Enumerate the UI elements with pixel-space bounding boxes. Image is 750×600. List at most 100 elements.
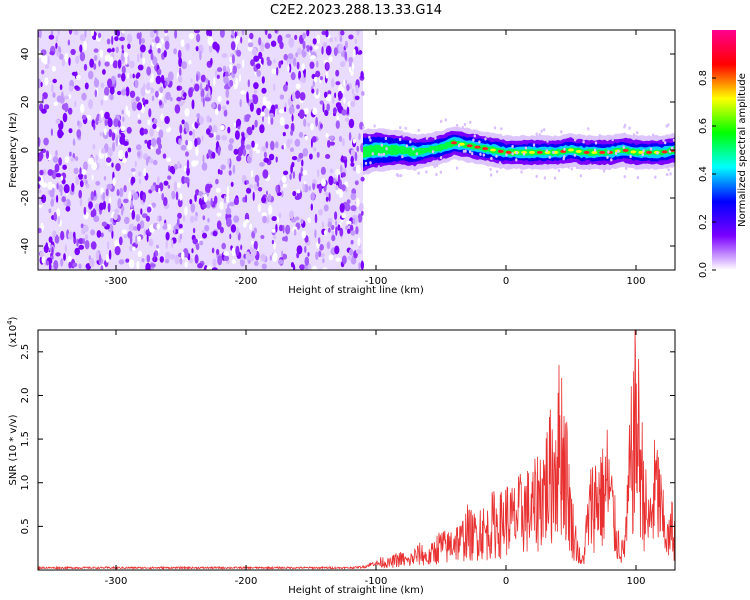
signal-peak-mark [646,150,652,154]
noise-speckle [80,223,84,229]
noise-speckle [150,185,156,192]
noise-speckle [60,230,65,241]
signal-speckle [455,128,459,132]
noise-speckle [135,235,138,245]
noise-speckle [350,100,356,108]
signal-peak-mark [451,141,457,145]
noise-speckle [55,35,59,43]
signal-speckle [462,149,466,153]
noise-speckle [262,115,264,123]
noise-speckle [140,208,143,215]
noise-speckle [154,90,159,98]
noise-speckle [164,30,168,34]
noise-speckle [190,203,196,213]
signal-speckle [545,149,548,153]
noise-speckle [211,127,215,134]
noise-speckle [232,164,236,175]
signal-peak-mark [482,147,489,151]
signal-peak-mark [599,150,606,154]
noise-speckle [141,258,145,263]
noise-speckle [239,74,241,82]
noise-speckle [252,191,255,201]
noise-speckle [298,152,304,159]
noise-speckle [111,47,115,53]
signal-speckle [435,164,439,168]
noise-speckle [59,95,65,104]
noise-speckle [225,88,230,99]
noise-speckle [175,191,179,201]
noise-speckle [278,212,282,219]
noise-speckle [307,122,310,127]
noise-speckle [128,259,135,269]
noise-speckle [126,72,130,79]
noise-speckle [65,198,71,209]
noise-speckle [233,197,239,206]
noise-speckle [194,193,197,202]
signal-speckle [362,125,365,129]
noise-speckle [361,91,365,96]
noise-speckle [53,260,59,270]
y-tick-label: 0 [20,147,31,153]
noise-speckle [222,105,227,111]
noise-speckle [214,108,219,116]
noise-speckle [68,128,73,134]
noise-speckle [219,226,224,234]
signal-speckle [440,119,443,123]
signal-speckle [384,136,388,141]
colorbar-tick-label: 0.2 [698,214,709,230]
signal-speckle [382,152,386,156]
signal-speckle [567,165,570,169]
signal-speckle [667,168,670,172]
noise-speckle [225,71,229,78]
noise-speckle [181,251,185,260]
noise-speckle [324,192,330,196]
noise-speckle [180,39,185,47]
noise-speckle [134,160,137,168]
signal-peak-mark [536,150,543,154]
noise-speckle [41,182,48,188]
noise-speckle [290,72,296,81]
noise-speckle [152,159,158,166]
noise-speckle [289,147,294,152]
noise-speckle [135,96,140,102]
signal-speckle [500,127,503,131]
noise-speckle [290,122,295,133]
noise-speckle [126,33,133,44]
noise-speckle [83,206,87,216]
noise-speckle [109,196,112,204]
noise-speckle [289,210,295,220]
noise-speckle [122,157,127,164]
noise-speckle [115,30,121,37]
noise-speckle [347,228,351,234]
noise-speckle [153,118,158,125]
noise-speckle [114,208,120,214]
noise-speckle [81,114,87,120]
noise-speckle [322,267,328,270]
noise-speckle [235,245,240,256]
noise-speckle [89,257,95,268]
noise-speckle [73,167,79,175]
noise-speckle [167,175,172,180]
noise-speckle [355,226,359,235]
noise-speckle [349,248,354,256]
noise-speckle [312,107,318,115]
noise-speckle [180,144,187,151]
noise-speckle [140,86,146,97]
noise-speckle [236,118,242,127]
noise-speckle [104,54,111,63]
signal-speckle [395,173,399,177]
noise-speckle [219,201,224,211]
noise-speckle [96,230,102,238]
y-tick-label: 20 [20,96,31,109]
noise-speckle [134,79,139,89]
noise-speckle [202,215,206,221]
noise-speckle [149,127,154,137]
y-tick-label: 2.0 [20,388,31,404]
noise-speckle [346,84,350,92]
signal-peak-mark [458,142,465,146]
noise-speckle [291,161,295,168]
noise-speckle [88,99,93,110]
noise-speckle [278,60,282,69]
noise-speckle [59,84,63,91]
